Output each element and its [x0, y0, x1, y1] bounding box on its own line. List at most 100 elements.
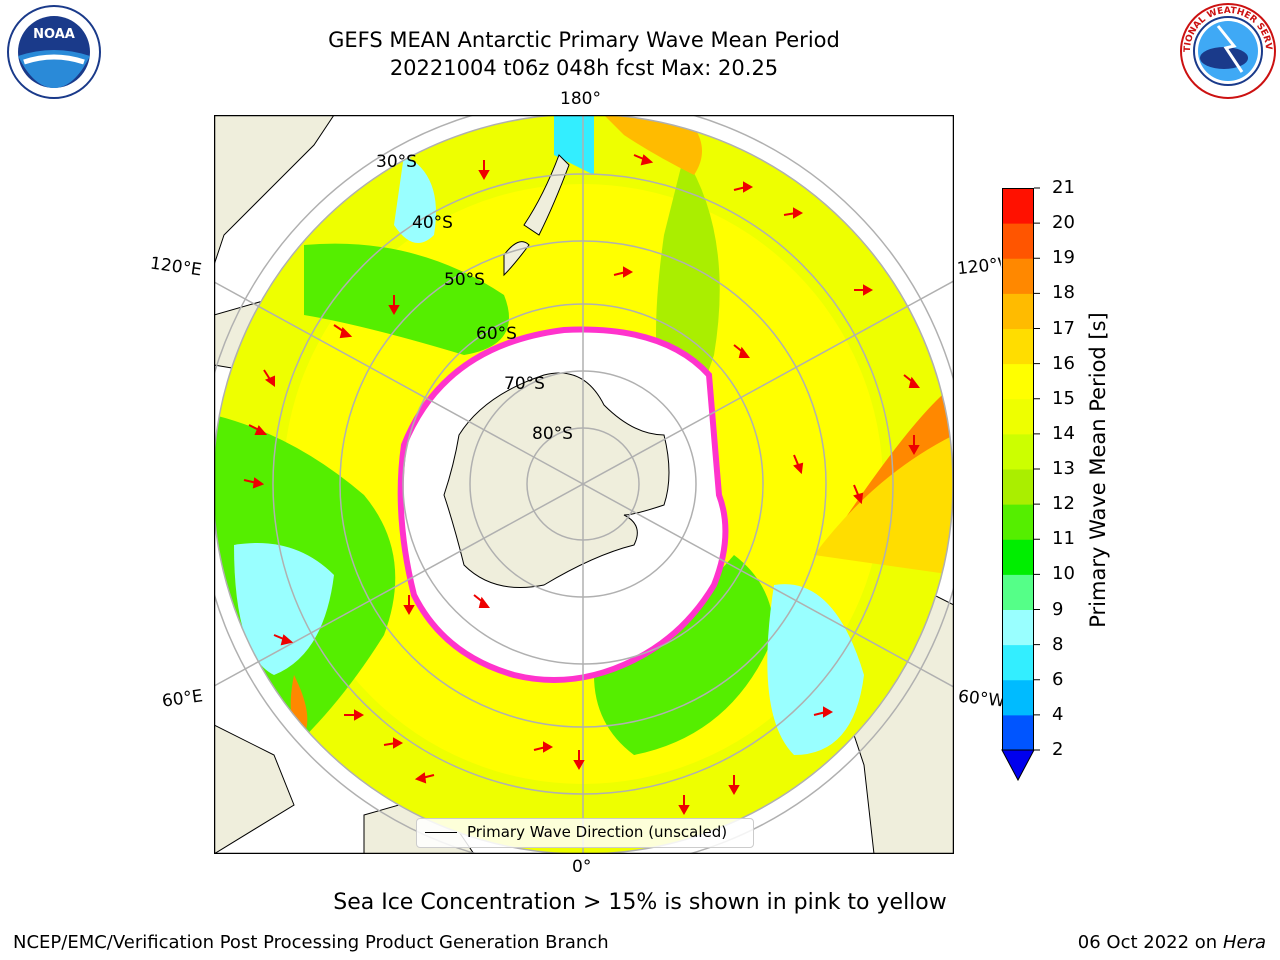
colorbar-tick-label: 11 — [1052, 528, 1075, 550]
colorbar-tick-label: 18 — [1052, 282, 1075, 304]
nws-logo: NATIONAL WEATHER SERVICE — [1178, 2, 1276, 99]
lon-label-0: 0° — [572, 857, 592, 877]
wave-arrow — [388, 295, 400, 316]
colorbar-tick-label: 20 — [1052, 212, 1075, 234]
colorbar-tick-label: 12 — [1052, 493, 1075, 515]
colorbar-tick-label: 8 — [1052, 633, 1064, 655]
land-new-zealand-south — [503, 241, 530, 277]
colorbar-segment — [1002, 539, 1034, 575]
noaa-logo: NOAA — [7, 5, 101, 99]
colorbar-tick-label: 6 — [1052, 668, 1064, 690]
colorbar-tick-label: 9 — [1052, 598, 1064, 620]
colorbar-under-arrow — [1001, 749, 1035, 782]
wave-arrow — [263, 369, 275, 387]
wave-arrow — [853, 484, 864, 505]
lat-label-40s: 40°S — [412, 213, 453, 233]
sea-ice-caption: Sea Ice Concentration > 15% is shown in … — [333, 890, 947, 915]
lat-label-70s: 70°S — [504, 374, 545, 394]
map-title: GEFS MEAN Antarctic Primary Wave Mean Pe… — [328, 28, 840, 52]
wave-arrow — [573, 750, 585, 771]
land-australia — [214, 115, 335, 266]
band-cyan-atlantic — [767, 584, 864, 755]
land-antarctica — [443, 372, 670, 588]
wave-arrow — [248, 424, 268, 435]
colorbar-tick-label: 10 — [1052, 563, 1075, 585]
colorbar-tick-label: 17 — [1052, 317, 1075, 339]
band-orange-nw — [604, 115, 702, 175]
colorbar-tick-label: 13 — [1052, 458, 1075, 479]
band-yellow-east — [814, 435, 953, 575]
wave-arrow — [813, 706, 834, 718]
lon-label-120w: 120°W — [956, 254, 1002, 280]
wave-arrow — [344, 709, 365, 721]
wave-arrow — [333, 324, 353, 339]
map-border — [214, 115, 954, 854]
colorbar-segment — [1002, 469, 1034, 505]
wave-arrow — [733, 181, 754, 193]
lon-label-60e: 60°E — [160, 686, 205, 712]
wave-arrow — [613, 266, 634, 278]
colorbar-segment — [1002, 223, 1034, 259]
wave-arrow — [403, 595, 415, 616]
wave-arrow — [783, 207, 804, 219]
colorbar-border — [1002, 188, 1034, 751]
lon-label-180: 180° — [560, 89, 601, 109]
map-panel: 180° 0° 120°E 120°W 60°E 60°W 30°S 40°S … — [149, 89, 1003, 877]
colorbar-segment — [1002, 363, 1034, 400]
wave-arrow — [733, 344, 750, 358]
colorbar-tick-label: 19 — [1052, 247, 1075, 269]
land-africa — [214, 724, 295, 854]
wave-arrow — [383, 737, 404, 749]
colorbar-tick-label: 14 — [1052, 422, 1075, 444]
colorbar-segment — [1002, 293, 1034, 329]
colorbar-segment — [1002, 679, 1034, 716]
wave-arrow — [414, 772, 435, 784]
lat-label-50s: 50°S — [444, 270, 485, 290]
colorbar-tick-label: 4 — [1052, 703, 1064, 725]
band-green-tasman — [304, 243, 509, 355]
map-legend: Primary Wave Direction (unscaled) — [416, 818, 754, 848]
wave-arrow — [854, 284, 874, 296]
wave-arrow — [478, 160, 490, 181]
colorbar-segment — [1002, 609, 1034, 646]
wave-arrow — [473, 594, 490, 608]
colorbar-tick-label: 2 — [1052, 739, 1064, 760]
band-cyan-west — [234, 543, 334, 675]
colorbar-segment — [1002, 258, 1034, 294]
legend-label: Primary Wave Direction (unscaled) — [467, 823, 728, 841]
wave-arrow — [273, 634, 294, 646]
wave-arrow — [793, 454, 804, 475]
graticule — [214, 115, 954, 854]
wave-direction-arrows — [243, 154, 920, 816]
footer-credit: NCEP/EMC/Verification Post Processing Pr… — [13, 932, 609, 953]
colorbar — [1001, 187, 1040, 782]
footer-date: 06 Oct 2022 on Hera — [1078, 932, 1266, 953]
colorbar-segment — [1002, 398, 1034, 435]
wave-arrow — [908, 435, 920, 456]
lat-label-80s: 80°S — [532, 424, 573, 444]
colorbar-segment — [1002, 328, 1034, 365]
colorbar-segment — [1002, 504, 1034, 540]
wave-arrow — [903, 374, 920, 388]
colorbar-segment — [1002, 188, 1034, 224]
lon-label-60w: 60°W — [957, 686, 1003, 712]
footer-host: Hera — [1222, 932, 1266, 953]
polar-map — [214, 115, 954, 854]
colorbar-tick-label: 21 — [1052, 177, 1075, 198]
wave-arrow — [728, 775, 740, 796]
colorbar-tick-label: 15 — [1052, 387, 1075, 409]
wave-arrow — [243, 477, 265, 489]
footer-date-text: 06 Oct 2022 on — [1077, 932, 1223, 953]
lat-label-30s: 30°S — [376, 152, 417, 172]
colorbar-segment — [1002, 714, 1034, 751]
svg-text:NOAA: NOAA — [33, 27, 75, 42]
wave-arrow — [633, 154, 654, 166]
legend-line — [425, 832, 457, 833]
wave-arrow — [678, 795, 690, 816]
map-subtitle: 20221004 t06z 048h fcst Max: 20.25 — [389, 56, 779, 80]
lat-label-60s: 60°S — [476, 324, 517, 344]
colorbar-segment — [1002, 574, 1034, 610]
colorbar-segment — [1002, 433, 1034, 470]
band-green-drake — [594, 555, 774, 755]
colorbar-title: Primary Wave Mean Period [s] — [1086, 312, 1110, 628]
